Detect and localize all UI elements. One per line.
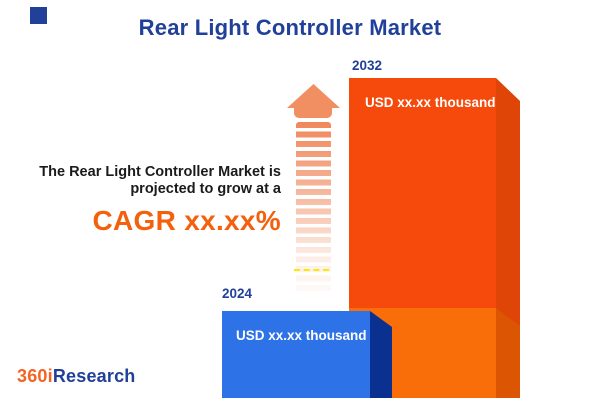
logo-360iresearch: 360iResearch xyxy=(17,366,136,387)
description-line-2: projected to grow at a xyxy=(130,181,281,197)
corner-accent-square xyxy=(30,7,47,24)
bar-2032-side-lower xyxy=(496,308,520,398)
cagr-value: CAGR xx.xx% xyxy=(92,205,281,236)
logo-research-text: Research xyxy=(52,366,136,386)
logo-360i-text: 360i xyxy=(17,366,53,386)
chart-title: Rear Light Controller Market xyxy=(138,15,442,40)
bar-2024-side xyxy=(370,311,392,398)
arrow-fade-overlay xyxy=(294,122,334,296)
growth-description: The Rear Light Controller Market is proj… xyxy=(0,164,281,237)
description-line-1: The Rear Light Controller Market is xyxy=(39,164,281,180)
bar-2032-face-upper xyxy=(349,78,496,308)
bar-2024-year-label: 2024 xyxy=(222,286,253,301)
bar-2024-value-label: USD xx.xx thousand xyxy=(236,328,367,343)
bar-2024-face xyxy=(222,311,370,398)
yellow-dashed-marker xyxy=(294,269,329,271)
bar-2032-year-label: 2032 xyxy=(352,58,383,73)
bar-2032-value-label: USD xx.xx thousand xyxy=(365,95,496,110)
arrow-neck xyxy=(294,105,332,118)
